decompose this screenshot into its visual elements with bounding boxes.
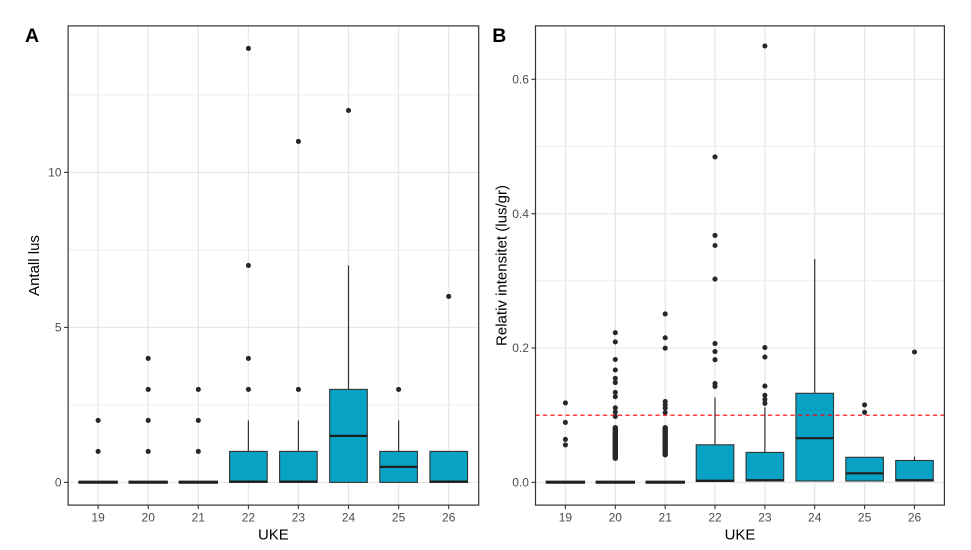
svg-text:25: 25 (392, 510, 406, 524)
svg-text:10: 10 (48, 166, 62, 180)
svg-text:0.4: 0.4 (512, 207, 529, 221)
svg-text:Antall lus: Antall lus (26, 235, 43, 296)
svg-text:19: 19 (91, 510, 105, 524)
svg-text:0: 0 (55, 476, 62, 490)
svg-text:0.0: 0.0 (512, 476, 529, 490)
svg-text:24: 24 (342, 510, 356, 524)
svg-text:26: 26 (442, 510, 456, 524)
svg-text:23: 23 (758, 510, 772, 524)
svg-text:Relativ intensitet (lus/gr): Relativ intensitet (lus/gr) (493, 185, 510, 346)
svg-text:26: 26 (908, 510, 922, 524)
svg-text:22: 22 (242, 510, 256, 524)
svg-text:24: 24 (808, 510, 822, 524)
svg-text:25: 25 (858, 510, 872, 524)
svg-text:20: 20 (609, 510, 623, 524)
svg-text:21: 21 (192, 510, 206, 524)
svg-text:21: 21 (659, 510, 673, 524)
svg-text:B: B (492, 25, 506, 47)
svg-text:UKE: UKE (258, 527, 289, 544)
svg-text:5: 5 (55, 321, 62, 335)
svg-text:19: 19 (559, 510, 573, 524)
svg-text:A: A (25, 25, 39, 47)
svg-text:23: 23 (292, 510, 306, 524)
svg-text:0.2: 0.2 (512, 341, 529, 355)
svg-text:UKE: UKE (725, 527, 756, 544)
svg-text:20: 20 (142, 510, 156, 524)
svg-text:0.6: 0.6 (512, 73, 529, 87)
svg-text:22: 22 (708, 510, 722, 524)
